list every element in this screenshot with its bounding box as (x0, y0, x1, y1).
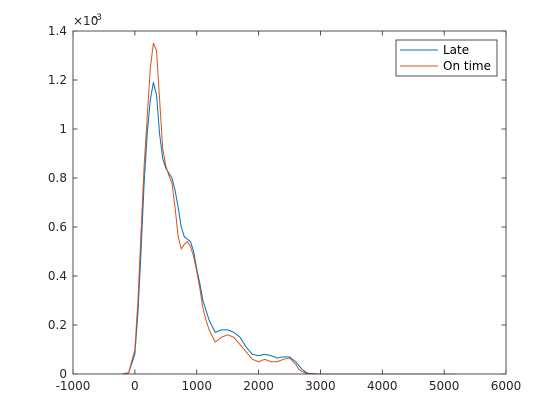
series-line-on-time (122, 42, 457, 375)
y-tick-label: 1.2 (48, 73, 67, 87)
legend-label: Late (443, 43, 469, 57)
y-tick-label: 1.4 (48, 24, 67, 38)
x-tick-label: 5000 (429, 379, 460, 393)
x-tick-label: 4000 (367, 379, 398, 393)
y-tick-label: 0.4 (48, 269, 67, 283)
y-tick-label: 0.8 (48, 171, 67, 185)
legend-box (395, 39, 498, 77)
y-tick-label: 0 (59, 367, 67, 381)
x-tick-label: 6000 (491, 379, 522, 393)
legend: Late On time (395, 39, 498, 77)
series-layer (122, 42, 457, 375)
x-tick-label: -1000 (56, 379, 91, 393)
y-tick-label: 0.2 (48, 318, 67, 332)
y-tick-label: 1 (59, 122, 67, 136)
y-exponent-base: ×10 (73, 14, 98, 28)
x-tick-label: 2000 (243, 379, 274, 393)
legend-label: On time (443, 59, 491, 73)
series-line-late (122, 81, 457, 375)
x-tick-label: 3000 (305, 379, 336, 393)
axes-box (72, 30, 507, 375)
y-exponent-power: -3 (93, 13, 102, 23)
y-tick-label: 0.6 (48, 220, 67, 234)
plot-area (73, 31, 506, 374)
x-tick-label: 1000 (181, 379, 212, 393)
x-tick-label: 0 (131, 379, 139, 393)
y-axis-exponent-label: ×10 -3 (73, 13, 102, 28)
ticks-layer: -1000 0 1000 2000 3000 4000 5000 600000.20.40.6… (48, 24, 521, 393)
